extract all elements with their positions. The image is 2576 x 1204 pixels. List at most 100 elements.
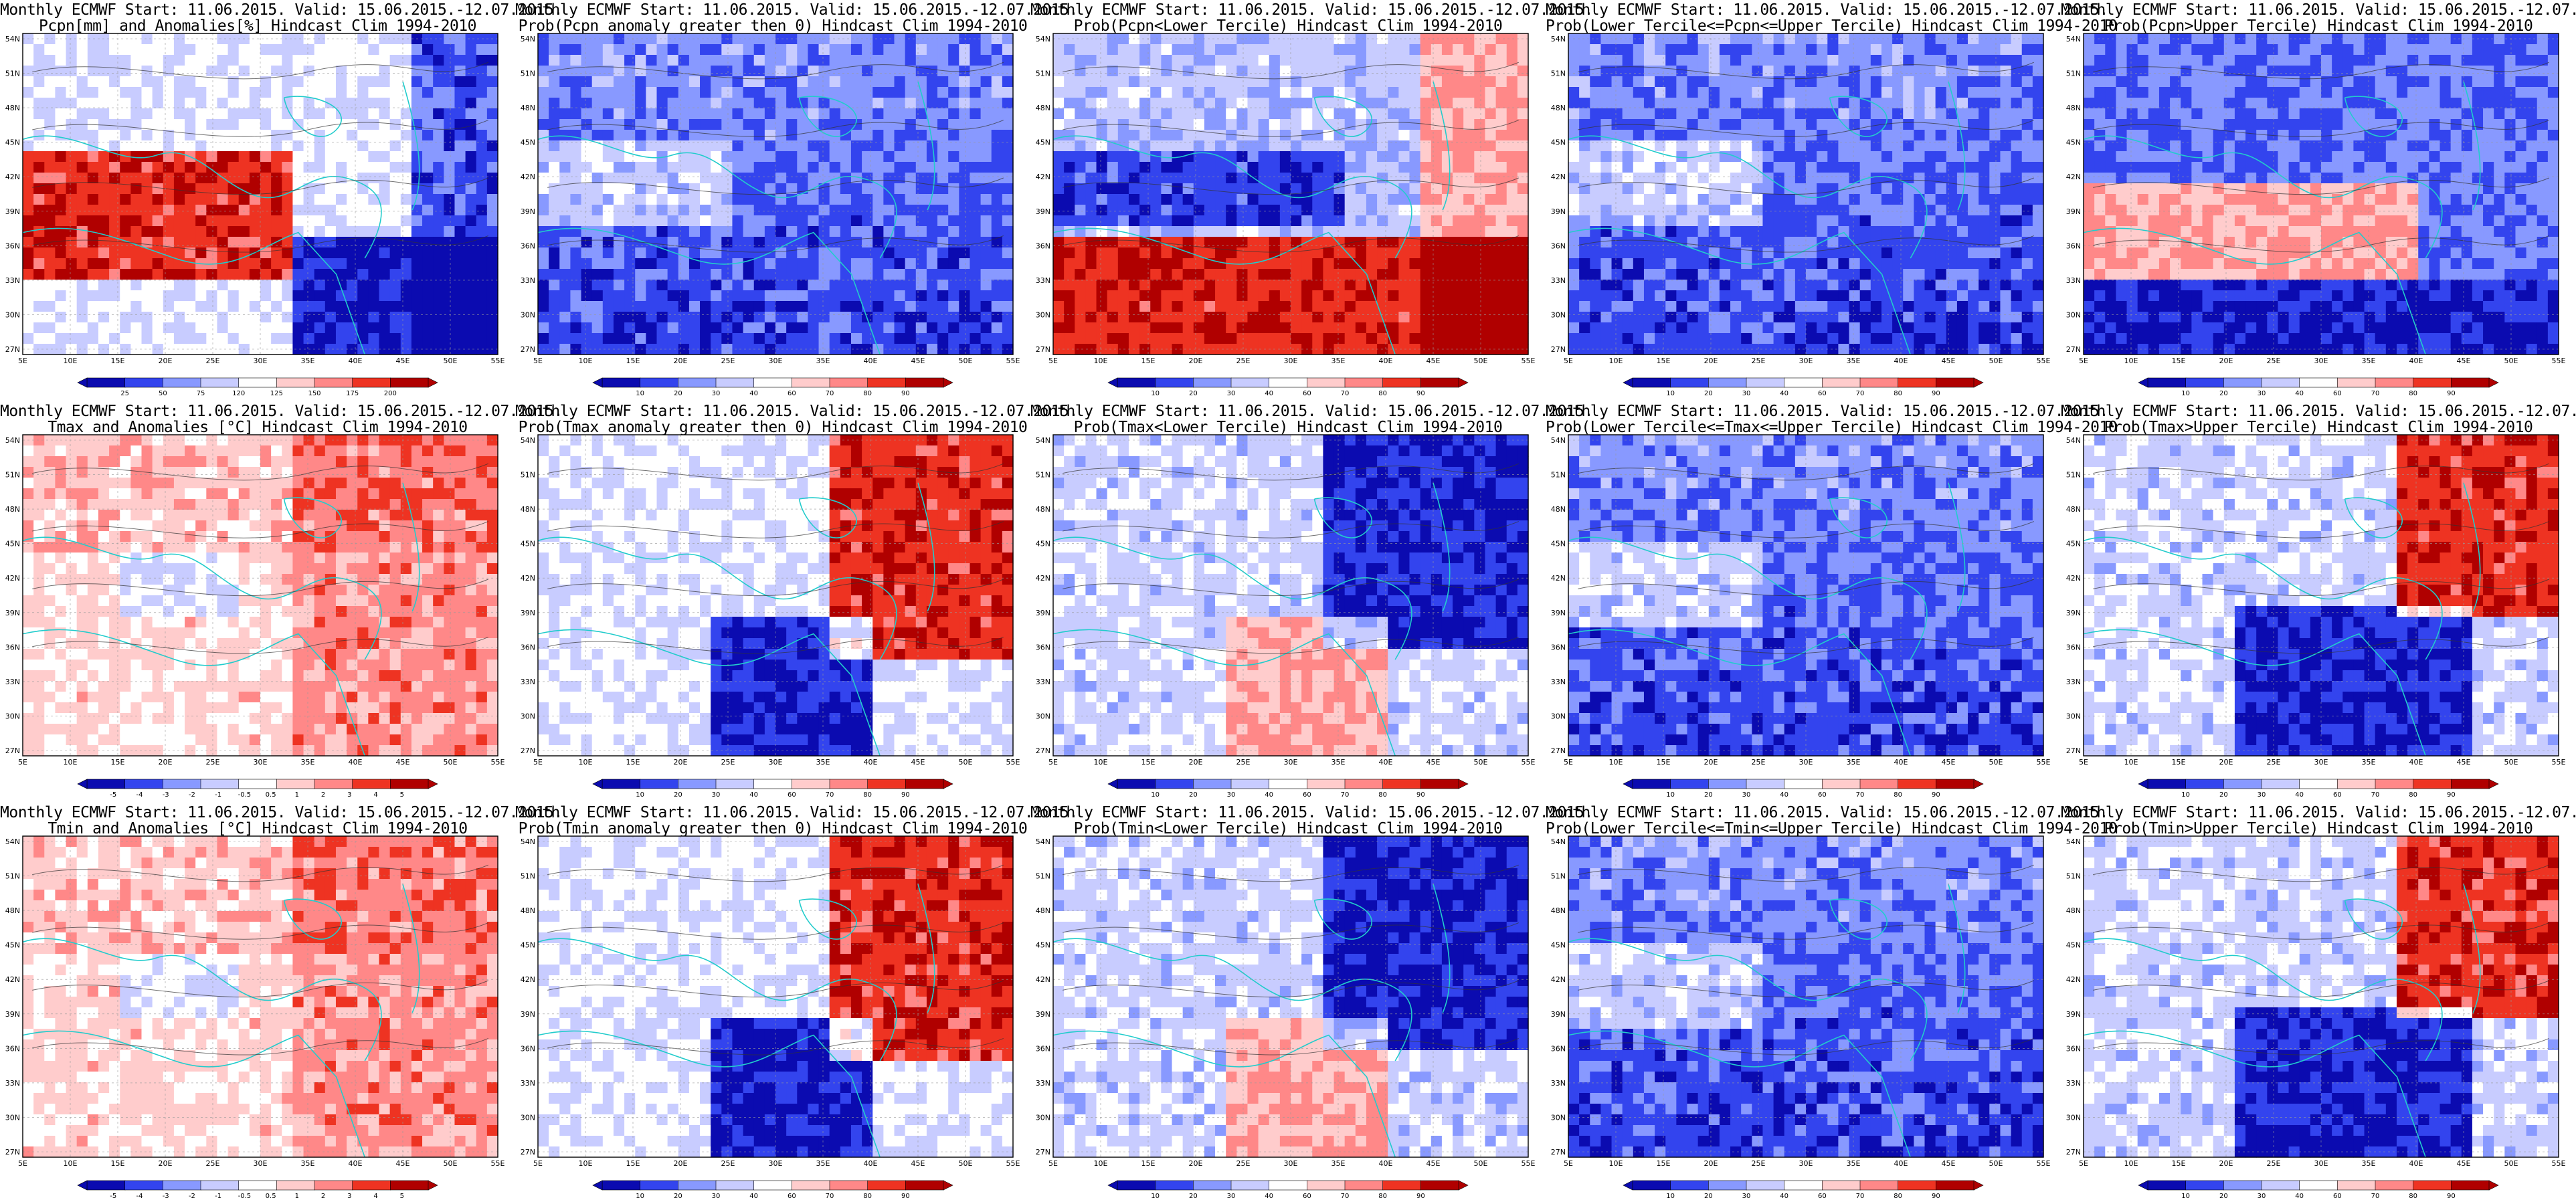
lon-tick-label: 45E bbox=[1427, 1159, 1441, 1168]
coastline-black-sea bbox=[1313, 898, 1372, 940]
lat-tick-label: 42N bbox=[1036, 975, 1050, 984]
lat-tick-label: 54N bbox=[521, 35, 535, 43]
lat-tick-label: 48N bbox=[5, 505, 20, 514]
colorbar-segment bbox=[2185, 1180, 2225, 1191]
colorbar-tick-label: 5 bbox=[400, 791, 404, 799]
lat-tick-label: 36N bbox=[1036, 1044, 1050, 1053]
lon-tick-label: 10E bbox=[579, 1159, 593, 1168]
colorbar-max-arrow bbox=[1973, 1180, 1984, 1191]
colorbar-segment bbox=[602, 779, 641, 789]
lon-tick-label: 35E bbox=[2362, 758, 2376, 767]
lon-tick-label: 15E bbox=[1657, 1159, 1671, 1168]
colorbar-segment bbox=[1117, 779, 1156, 789]
coastline-north bbox=[2083, 938, 2443, 1062]
colorbar-segment bbox=[829, 377, 868, 388]
lon-tick-label: 15E bbox=[111, 758, 125, 767]
colorbar-min-arrow bbox=[77, 377, 88, 388]
contour-line bbox=[547, 579, 1004, 597]
colorbar-segment bbox=[1898, 1180, 1937, 1191]
lat-tick-label: 42N bbox=[1036, 173, 1050, 181]
lat-tick-label: 33N bbox=[521, 276, 535, 285]
lat-tick-label: 39N bbox=[1036, 207, 1050, 216]
lat-tick-label: 42N bbox=[1551, 574, 1566, 583]
lon-tick-label: 35E bbox=[816, 758, 830, 767]
colorbar-segment bbox=[1859, 779, 1899, 789]
lon-tick-label: 10E bbox=[579, 758, 593, 767]
lat-tick-label: 45N bbox=[5, 138, 20, 147]
colorbar-segment bbox=[1670, 377, 1710, 388]
colorbar-tick-label: 80 bbox=[863, 791, 872, 799]
lon-tick-label: 50E bbox=[959, 758, 973, 767]
colorbar-segment bbox=[1632, 1180, 1671, 1191]
lon-tick-label: 25E bbox=[721, 1159, 735, 1168]
coastline-north bbox=[2083, 135, 2443, 259]
lon-tick-label: 35E bbox=[1847, 758, 1861, 767]
lat-tick-label: 48N bbox=[1551, 906, 1566, 915]
lon-tick-label: 35E bbox=[301, 357, 315, 365]
colorbar-segment bbox=[753, 779, 793, 789]
colorbar-tick-label: 70 bbox=[1341, 390, 1350, 397]
coastline-black-sea bbox=[1829, 497, 1888, 538]
colorbar-tick-label: 60 bbox=[788, 1193, 796, 1200]
colorbar-max-arrow bbox=[428, 1180, 438, 1191]
colorbar-segment bbox=[1746, 377, 1785, 388]
contour-line bbox=[1063, 579, 1519, 597]
colorbar-segment bbox=[715, 1180, 755, 1191]
coastline-black-sea bbox=[283, 96, 342, 137]
contour-line bbox=[2093, 235, 2549, 253]
lat-tick-label: 51N bbox=[1036, 471, 1050, 480]
colorbar-tick-label: 80 bbox=[1378, 791, 1387, 799]
lon-tick-label: 50E bbox=[1989, 1159, 2003, 1168]
panel-header: Monthly ECMWF Start: 11.06.2015. Valid: … bbox=[1546, 1, 2108, 19]
colorbar-tick-label: 40 bbox=[1780, 791, 1788, 799]
lat-tick-label: 30N bbox=[1551, 1113, 1566, 1122]
colorbar-tick-label: 80 bbox=[1378, 1193, 1387, 1200]
lon-tick-label: 55E bbox=[491, 357, 505, 365]
colorbar-tick-label: 70 bbox=[2371, 1193, 2380, 1200]
lon-tick-label: 5E bbox=[1564, 357, 1573, 365]
coastline-black-sea bbox=[2344, 497, 2403, 538]
lat-tick-label: 33N bbox=[1551, 276, 1566, 285]
colorbar-tick-label: 20 bbox=[2219, 390, 2228, 397]
lon-tick-label: 30E bbox=[2314, 758, 2328, 767]
coastline-south bbox=[1052, 1030, 1396, 1158]
lon-tick-label: 40E bbox=[864, 1159, 878, 1168]
lon-tick-label: 30E bbox=[1799, 357, 1813, 365]
colorbar-min-arrow bbox=[2138, 779, 2148, 789]
colorbar-min-arrow bbox=[592, 779, 603, 789]
lat-tick-label: 48N bbox=[2066, 104, 2081, 112]
lon-tick-label: 20E bbox=[159, 1159, 173, 1168]
lon-tick-label: 50E bbox=[1989, 357, 2003, 365]
colorbar-min-arrow bbox=[592, 1180, 603, 1191]
colorbar-segment bbox=[86, 377, 126, 388]
colorbar-tick-label: 10 bbox=[1151, 1193, 1160, 1200]
colorbar-min-arrow bbox=[2138, 1180, 2148, 1191]
colorbar-segment bbox=[1859, 1180, 1899, 1191]
lat-tick-label: 45N bbox=[521, 540, 535, 548]
map-frame bbox=[2083, 33, 2559, 355]
colorbar-segment bbox=[1193, 779, 1232, 789]
colorbar-segment bbox=[1708, 779, 1747, 789]
lon-tick-label: 35E bbox=[816, 357, 830, 365]
lon-tick-label: 25E bbox=[2267, 357, 2281, 365]
lon-tick-label: 5E bbox=[18, 758, 27, 767]
lon-tick-label: 55E bbox=[1006, 1159, 1020, 1168]
colorbar-tick-label: 80 bbox=[2409, 390, 2417, 397]
forecast-panel: Monthly ECMWF Start: 11.06.2015. Valid: … bbox=[515, 0, 1078, 401]
colorbar-tick-label: 70 bbox=[1856, 390, 1865, 397]
coastlines bbox=[22, 884, 420, 1158]
colorbar-segment bbox=[1784, 1180, 1823, 1191]
lat-tick-label: 27N bbox=[521, 746, 535, 755]
colorbar-tick-label: -2 bbox=[189, 1193, 195, 1200]
colorbar-tick-label: 60 bbox=[1303, 791, 1311, 799]
lat-tick-label: 33N bbox=[1036, 276, 1050, 285]
colorbar-segment bbox=[200, 779, 240, 789]
colorbar-tick-label: 10 bbox=[1666, 791, 1675, 799]
colorbar-segment bbox=[1230, 779, 1270, 789]
lat-tick-label: 27N bbox=[5, 746, 20, 755]
lon-tick-label: 20E bbox=[1704, 357, 1718, 365]
colorbar-segment bbox=[640, 1180, 679, 1191]
